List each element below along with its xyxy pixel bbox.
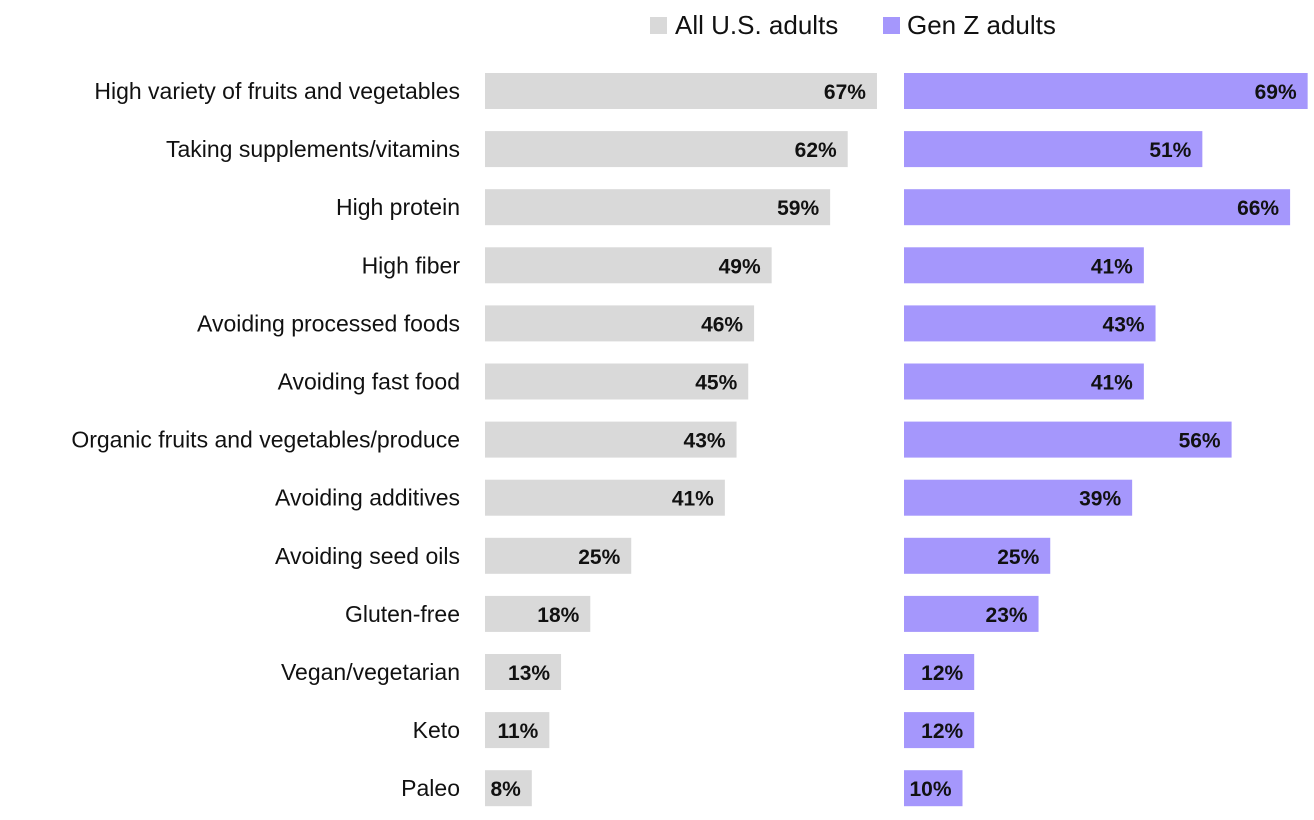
- bar-all-u-s-adults-avoiding-seed-oils: [485, 537, 632, 574]
- value-label-gen-z-adults-avoiding-fast-food: 41%: [1091, 372, 1133, 395]
- value-label-gen-z-adults-avoiding-processed-foods: 43%: [1103, 313, 1145, 336]
- legend-swatch-all-us-adults: [650, 17, 667, 34]
- bar-gen-z-adults-avoiding-additives: [904, 479, 1133, 516]
- bar-gen-z-adults-avoiding-processed-foods: [904, 305, 1156, 342]
- value-label-gen-z-adults-paleo: 10%: [909, 778, 951, 801]
- bar-gen-z-adults-vegan-vegetarian: [904, 654, 975, 690]
- category-label-vegan-vegetarian: Vegan/vegetarian: [281, 659, 460, 685]
- value-label-all-u-s-adults-high-protein: 59%: [777, 197, 819, 220]
- value-label-gen-z-adults-avoiding-additives: 39%: [1079, 488, 1121, 511]
- bar-gen-z-adults-avoiding-fast-food: [904, 363, 1144, 400]
- bar-all-u-s-adults-high-protein: [485, 189, 831, 226]
- value-label-all-u-s-adults-gluten-free: 18%: [537, 604, 579, 627]
- category-label-gluten-free: Gluten-free: [345, 601, 460, 627]
- bar-gen-z-adults-taking-supplements-vitamins: [904, 131, 1203, 168]
- category-label-high-fiber: High fiber: [362, 252, 461, 278]
- bar-all-u-s-adults-avoiding-fast-food: [485, 363, 749, 400]
- category-label-high-variety-of-fruits-and-vegetables: High variety of fruits and vegetables: [94, 78, 460, 104]
- category-label-avoiding-fast-food: Avoiding fast food: [278, 369, 460, 395]
- bar-all-u-s-adults-avoiding-processed-foods: [485, 305, 755, 342]
- bar-gen-z-adults-keto: [904, 712, 975, 749]
- value-label-all-u-s-adults-high-fiber: 49%: [719, 255, 761, 278]
- value-label-gen-z-adults-keto: 12%: [921, 720, 963, 743]
- value-label-gen-z-adults-organic-fruits-and-vegetables-produce: 56%: [1179, 430, 1221, 453]
- value-label-all-u-s-adults-taking-supplements-vitamins: 62%: [795, 139, 837, 162]
- legend: All U.S. adults Gen Z adults: [650, 10, 1056, 40]
- bar-gen-z-adults-paleo: [904, 770, 963, 807]
- value-label-gen-z-adults-vegan-vegetarian: 12%: [921, 662, 963, 685]
- value-label-all-u-s-adults-organic-fruits-and-vegetables-produce: 43%: [684, 430, 726, 453]
- value-label-gen-z-adults-taking-supplements-vitamins: 51%: [1149, 139, 1191, 162]
- bar-all-u-s-adults-taking-supplements-vitamins: [485, 131, 848, 168]
- bar-all-u-s-adults-vegan-vegetarian: [485, 654, 562, 690]
- bar-gen-z-adults-avoiding-seed-oils: [904, 537, 1051, 574]
- bar-gen-z-adults-high-fiber: [904, 247, 1144, 284]
- value-label-all-u-s-adults-high-variety-of-fruits-and-vegetables: 67%: [824, 81, 866, 104]
- bar-all-u-s-adults-gluten-free: [485, 595, 591, 632]
- bar-gen-z-adults-high-variety-of-fruits-and-vegetables: [904, 73, 1308, 109]
- bar-all-u-s-adults-paleo: [485, 770, 532, 807]
- value-label-all-u-s-adults-avoiding-additives: 41%: [672, 488, 714, 511]
- legend-label-gen-z-adults: Gen Z adults: [907, 10, 1056, 40]
- category-label-keto: Keto: [413, 717, 460, 743]
- value-label-gen-z-adults-high-protein: 66%: [1237, 197, 1279, 220]
- value-label-gen-z-adults-gluten-free: 23%: [986, 604, 1028, 627]
- bar-gen-z-adults-organic-fruits-and-vegetables-produce: [904, 421, 1232, 458]
- plot-area: High variety of fruits and vegetables 67%…: [71, 73, 1308, 807]
- category-label-taking-supplements-vitamins: Taking supplements/vitamins: [166, 136, 460, 162]
- value-label-all-u-s-adults-avoiding-seed-oils: 25%: [578, 546, 620, 569]
- category-label-avoiding-processed-foods: Avoiding processed foods: [197, 310, 460, 336]
- legend-swatch-gen-z-adults: [883, 17, 900, 34]
- value-label-all-u-s-adults-avoiding-processed-foods: 46%: [701, 313, 743, 336]
- bar-all-u-s-adults-high-fiber: [485, 247, 772, 284]
- category-label-organic-fruits-and-vegetables-produce: Organic fruits and vegetables/produce: [71, 427, 460, 453]
- category-label-paleo: Paleo: [401, 775, 460, 801]
- value-label-gen-z-adults-avoiding-seed-oils: 25%: [997, 546, 1039, 569]
- bar-all-u-s-adults-avoiding-additives: [485, 479, 725, 516]
- value-label-all-u-s-adults-vegan-vegetarian: 13%: [508, 662, 550, 685]
- bar-gen-z-adults-gluten-free: [904, 595, 1039, 632]
- bar-all-u-s-adults-keto: [485, 712, 550, 749]
- category-label-avoiding-additives: Avoiding additives: [275, 485, 460, 511]
- value-label-all-u-s-adults-paleo: 8%: [490, 778, 521, 801]
- bar-gen-z-adults-high-protein: [904, 189, 1291, 226]
- value-label-gen-z-adults-high-variety-of-fruits-and-vegetables: 69%: [1255, 81, 1297, 104]
- value-label-all-u-s-adults-avoiding-fast-food: 45%: [695, 372, 737, 395]
- bar-all-u-s-adults-organic-fruits-and-vegetables-produce: [485, 421, 737, 458]
- category-label-high-protein: High protein: [336, 194, 460, 220]
- category-label-avoiding-seed-oils: Avoiding seed oils: [275, 543, 460, 569]
- value-label-gen-z-adults-high-fiber: 41%: [1091, 255, 1133, 278]
- value-label-all-u-s-adults-keto: 11%: [497, 720, 538, 743]
- bar-all-u-s-adults-high-variety-of-fruits-and-vegetables: [485, 73, 877, 109]
- legend-label-all-us-adults: All U.S. adults: [675, 10, 838, 40]
